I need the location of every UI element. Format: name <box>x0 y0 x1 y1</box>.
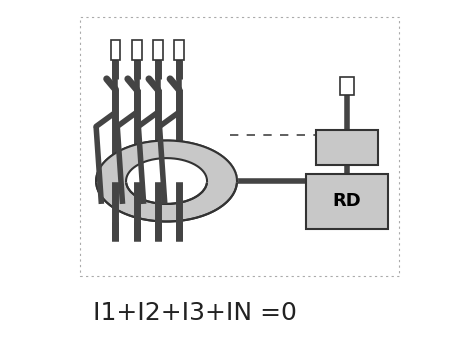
Bar <box>153 40 163 60</box>
Bar <box>306 174 389 229</box>
Ellipse shape <box>96 141 237 222</box>
Bar <box>80 17 399 276</box>
Ellipse shape <box>126 158 207 204</box>
Bar <box>132 40 142 60</box>
Bar <box>110 40 120 60</box>
Bar <box>316 130 378 165</box>
Bar <box>174 40 184 60</box>
Text: I1+I2+I3+IN =0: I1+I2+I3+IN =0 <box>92 301 296 325</box>
Bar <box>340 77 354 95</box>
Text: RD: RD <box>333 192 362 210</box>
